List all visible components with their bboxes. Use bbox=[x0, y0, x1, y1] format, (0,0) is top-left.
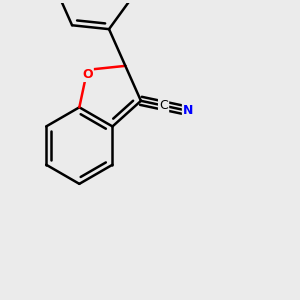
Text: O: O bbox=[82, 68, 93, 81]
Text: C: C bbox=[159, 99, 168, 112]
Text: N: N bbox=[183, 104, 194, 117]
